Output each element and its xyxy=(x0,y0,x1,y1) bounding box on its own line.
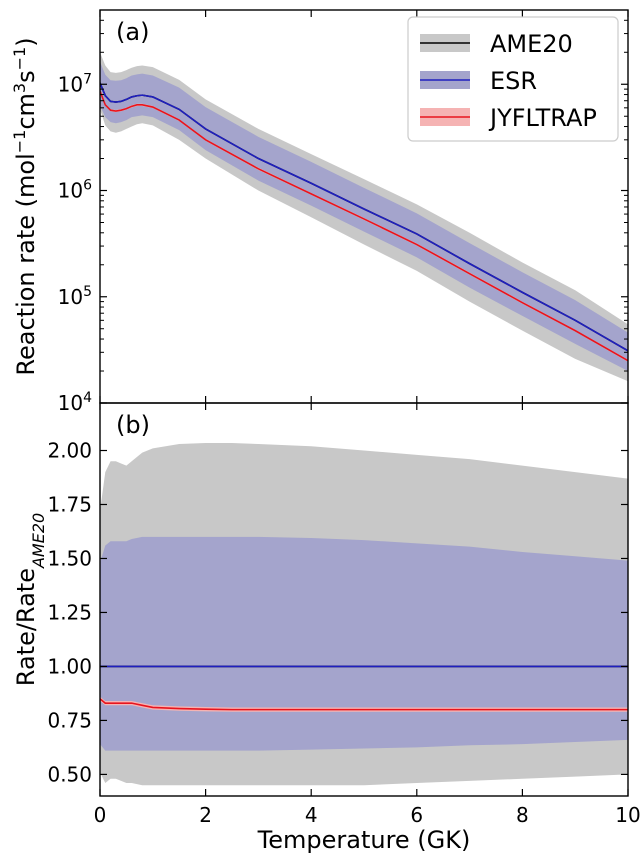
jyfltrap-line xyxy=(100,90,628,362)
panel-a: 104 105 106 107 (a) Reaction rate (mol−1cm3… xyxy=(10,9,629,415)
panel-a-ytick-label: 107 xyxy=(58,71,92,96)
legend-label-jyfltrap: JYFLTRAP xyxy=(488,104,597,132)
legend: AME20 ESR JYFLTRAP xyxy=(407,16,619,142)
panel-b-ytick-label: 0.75 xyxy=(47,708,92,732)
x-tick-label: 0 xyxy=(94,803,107,827)
panel-a-ytick-label: 106 xyxy=(58,178,92,203)
panel-a-ytick-label: 105 xyxy=(58,284,92,309)
panel-b-ytick-label: 2.00 xyxy=(47,439,92,463)
panel-b-ylabel-main: Rate/Rate xyxy=(12,568,40,686)
x-tick-label: 6 xyxy=(410,803,423,827)
panel-b-lines xyxy=(100,665,628,711)
esr-line xyxy=(100,82,628,352)
panel-a-bands xyxy=(100,52,628,382)
panel-a-ytick-label: 104 xyxy=(58,390,92,415)
x-tick-label: 4 xyxy=(305,803,318,827)
panel-b-ytick-label: 0.50 xyxy=(47,762,92,786)
panel-b-ylabel-sub: AME20 xyxy=(29,513,48,569)
x-tick-label: 8 xyxy=(516,803,529,827)
x-tick-label: 2 xyxy=(199,803,212,827)
panel-b-ytick-label: 1.25 xyxy=(47,600,92,624)
panel-b-ytick-label: 1.50 xyxy=(47,546,92,570)
panel-a-ticks: 104 105 106 107 xyxy=(58,9,629,415)
panel-b-label: (b) xyxy=(116,411,150,439)
panel-b-bands xyxy=(100,442,628,786)
legend-label-esr: ESR xyxy=(490,67,537,95)
panel-b-ytick-label: 1.00 xyxy=(47,654,92,678)
panel-b-ticks: 0.50 0.75 1.00 1.25 1.50 1.75 2.00 0 2 4 6 8 10 xyxy=(47,403,641,827)
x-tick-label: 10 xyxy=(615,803,640,827)
panel-b-frame xyxy=(99,402,629,797)
panel-a-ylabel: Reaction rate (mol−1cm3s−1) xyxy=(10,37,41,375)
esr-band xyxy=(100,536,628,751)
jyfltrap-line xyxy=(100,698,628,711)
legend-label-ame20: AME20 xyxy=(490,30,573,58)
jyfltrap-band xyxy=(100,696,628,712)
panel-a-lines xyxy=(100,82,628,362)
panel-b-ylabel: Rate/RateAME20 xyxy=(12,513,48,686)
panel-b-ytick-label: 1.75 xyxy=(47,492,92,516)
panel-a-label: (a) xyxy=(116,18,149,46)
panel-b: 0.500.751.001.251.501.752.000 2 4 6 8 10 (b) … xyxy=(12,402,641,854)
esr-band xyxy=(100,61,628,372)
x-axis-label: Temperature (GK) xyxy=(257,826,471,854)
